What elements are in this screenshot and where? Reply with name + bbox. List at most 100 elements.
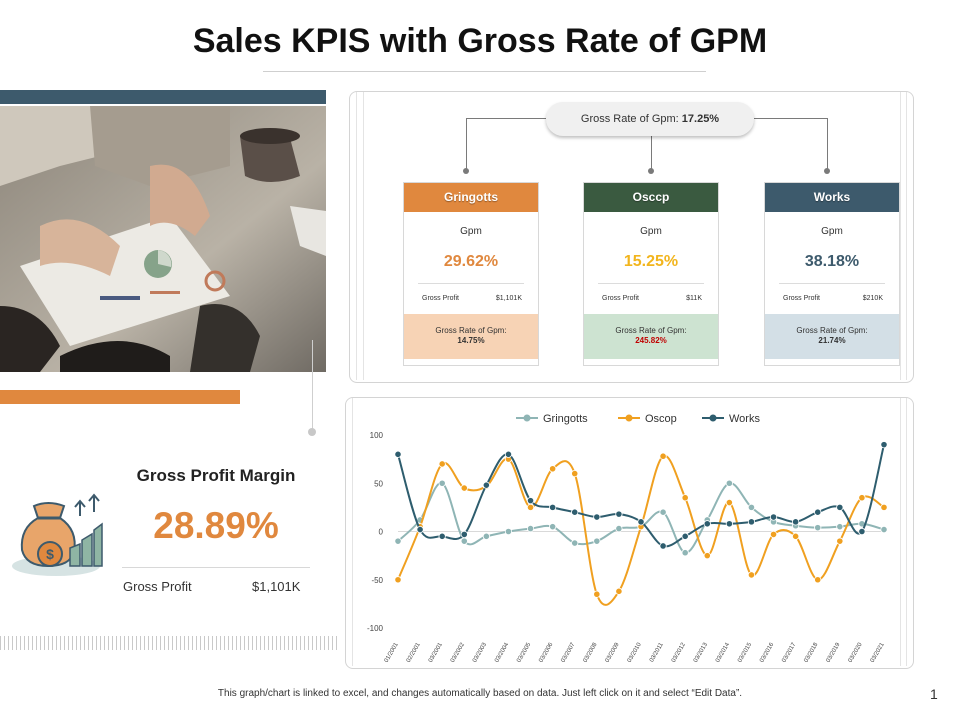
panel-edge-line [900, 398, 901, 666]
data-point [747, 518, 756, 526]
card-gross-profit-value: $1,101K [495, 295, 522, 302]
data-point [394, 576, 402, 584]
card-rate-value: 21.74% [818, 336, 846, 345]
data-point [615, 510, 623, 518]
data-point [880, 503, 888, 511]
tree-dot [648, 168, 654, 174]
legend-label: Gringotts [543, 413, 588, 425]
panel-edge-line [906, 398, 907, 666]
card-header: Gringotts [404, 183, 538, 212]
card-footer: Gross Rate of Gpm: 14.75% [404, 314, 538, 359]
tree-branch [827, 118, 828, 170]
summary-divider [122, 567, 310, 568]
card-gross-profit-label: Gross Profit [422, 295, 459, 302]
card-gpm-label: Gpm [460, 226, 482, 237]
y-tick-label: -50 [371, 576, 383, 585]
title-divider [263, 71, 706, 72]
data-point [438, 532, 446, 540]
legend-swatch-dot [523, 414, 531, 422]
panel-edge-line [900, 92, 901, 380]
gross-profit-value: $1,101K [252, 579, 301, 594]
data-point [593, 537, 601, 545]
tree-branch [466, 118, 546, 119]
footnote: This graph/chart is linked to excel, and… [217, 688, 743, 699]
x-tick-label: 03/2011 [649, 641, 665, 663]
x-tick-label: 03/2012 [671, 641, 687, 663]
decorative-hatch [0, 636, 340, 650]
tree-dot [824, 168, 830, 174]
card-rate-value: 14.75% [457, 336, 485, 345]
card-divider [418, 283, 524, 284]
data-point [747, 503, 756, 511]
data-point [394, 450, 402, 458]
card-gross-profit-value: $11K [686, 295, 702, 302]
data-point [571, 539, 579, 547]
gross-profit-label: Gross Profit [123, 579, 192, 594]
x-tick-label: 03/2017 [781, 641, 797, 663]
legend-swatch-dot [625, 414, 633, 422]
data-point [703, 520, 711, 528]
data-point [792, 532, 800, 540]
x-tick-label: 03/2005 [516, 641, 532, 663]
x-tick-label: 03/2003 [472, 641, 488, 663]
kpi-card-gringotts: Gringotts Gpm 29.62% Gross Profit $1,101… [403, 182, 539, 366]
data-point [769, 513, 778, 521]
tree-dot [463, 168, 469, 174]
page-number: 1 [930, 686, 938, 702]
card-gross-profit-value: $210K [862, 295, 883, 302]
x-tick-label: 03/2013 [693, 641, 709, 663]
data-point [681, 494, 689, 502]
data-point [615, 587, 623, 595]
data-point [814, 576, 822, 584]
data-point [725, 479, 733, 487]
decorative-bar-orange [0, 390, 240, 404]
data-point [836, 537, 844, 545]
data-point [747, 571, 756, 579]
data-point [659, 542, 667, 550]
panel-edge-line [356, 92, 357, 380]
data-point [836, 503, 844, 511]
gross-profit-margin-value: 28.89% [153, 505, 279, 546]
data-point [549, 465, 557, 473]
data-point [836, 523, 844, 531]
series-line [397, 482, 885, 554]
x-tick-label: 03/2004 [494, 641, 510, 663]
data-point [814, 524, 822, 532]
kpi-card-osccp: Osccp Gpm 15.25% Gross Profit $11K Gross… [583, 182, 719, 366]
data-point [725, 498, 733, 507]
data-point [637, 518, 645, 526]
card-footer: Gross Rate of Gpm: 21.74% [765, 314, 899, 359]
x-tick-label: 01/2001 [384, 641, 400, 663]
data-point [858, 527, 866, 536]
decorative-bar-blue [0, 90, 326, 104]
data-point [659, 508, 667, 516]
data-point [703, 552, 711, 560]
x-tick-label: 02/2001 [406, 641, 422, 663]
x-tick-label: 03/2018 [803, 641, 819, 663]
tree-branch [651, 136, 652, 170]
data-point [526, 497, 535, 505]
meeting-photo [0, 106, 326, 372]
data-point [814, 508, 822, 516]
overall-gross-rate-pill: Gross Rate of Gpm: 17.25% [546, 102, 754, 136]
x-tick-label: 03/2010 [627, 641, 643, 663]
card-gpm-label: Gpm [640, 226, 662, 237]
data-point [460, 484, 468, 492]
connector-dot [308, 428, 316, 436]
data-point [549, 503, 557, 511]
tree-branch [754, 118, 828, 119]
card-gross-profit-label: Gross Profit [602, 295, 639, 302]
data-point [571, 470, 579, 478]
x-tick-label: 03/2002 [450, 641, 466, 663]
data-point [482, 481, 490, 489]
data-point [880, 441, 888, 449]
connector-line [312, 340, 313, 432]
panel-edge-line [363, 92, 364, 380]
card-rate-label: Gross Rate of Gpm: [615, 326, 687, 335]
card-header: Osccp [584, 183, 718, 212]
x-tick-label: 03/2016 [759, 641, 775, 663]
card-gross-profit-label: Gross Profit [783, 295, 820, 302]
data-point [504, 527, 513, 536]
card-divider [779, 283, 885, 284]
